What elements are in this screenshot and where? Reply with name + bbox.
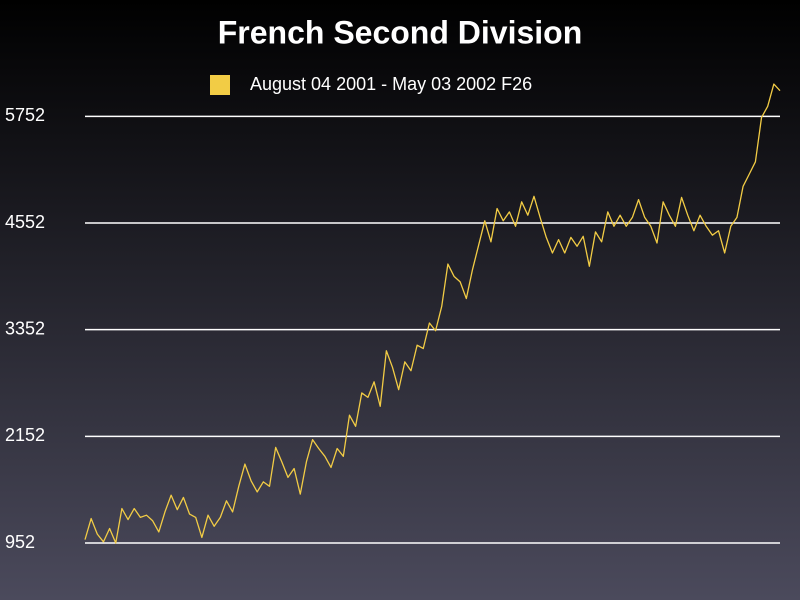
y-tick-label: 3352 (5, 318, 45, 338)
chart-title: French Second Division (218, 14, 583, 50)
y-tick-label: 4552 (5, 212, 45, 232)
legend-swatch (210, 75, 230, 95)
data-line (84, 83, 781, 544)
y-tick-label: 952 (5, 532, 35, 552)
legend-label: August 04 2001 - May 03 2002 F26 (250, 74, 532, 94)
y-tick-label: 5752 (5, 105, 45, 125)
y-tick-label: 2152 (5, 425, 45, 445)
